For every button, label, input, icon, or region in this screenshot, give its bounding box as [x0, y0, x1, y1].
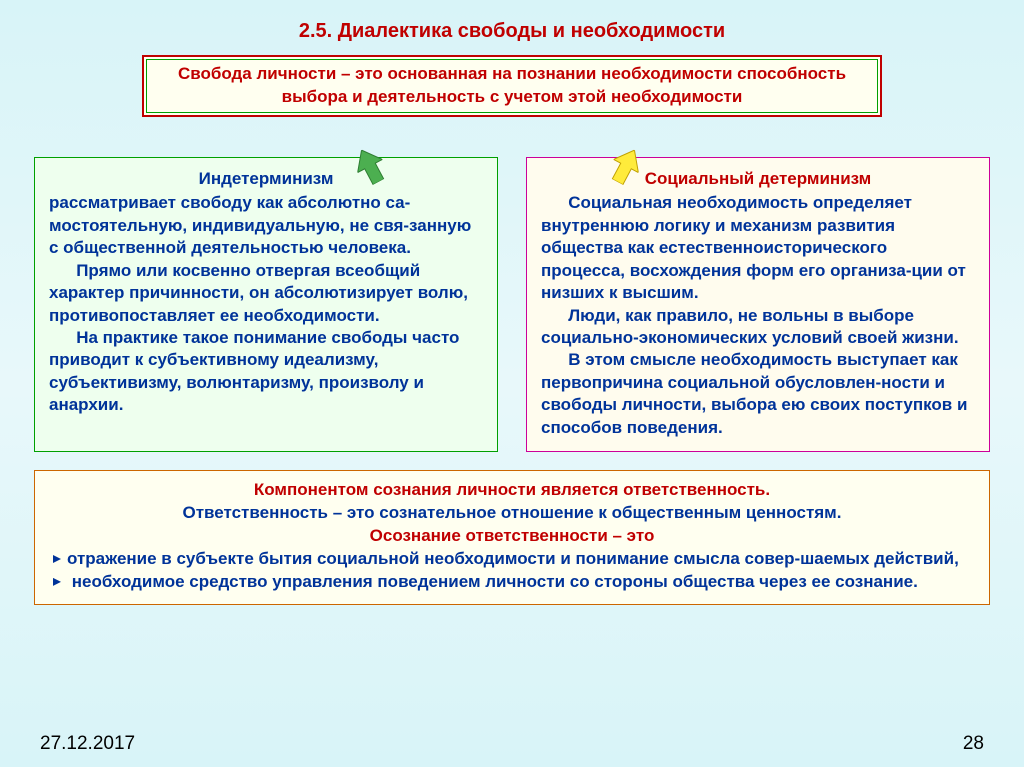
bullet-icon	[53, 555, 61, 563]
right-box-p2: Люди, как правило, не вольны в выборе со…	[541, 305, 975, 350]
bottom-bullet2-text: необходимое средство управления поведени…	[72, 572, 918, 591]
page-title: 2.5. Диалектика свободы и необходимости	[0, 0, 1024, 55]
determinism-box: Социальный детерминизм Социальная необхо…	[526, 157, 990, 452]
bottom-bullet2: необходимое средство управления поведени…	[49, 571, 975, 594]
definition-box: Свобода личности – это основанная на поз…	[142, 55, 882, 117]
indeterminism-box: Индетерминизм рассматривает свободу как …	[34, 157, 498, 452]
bottom-line1: Компонентом сознания личности является о…	[49, 479, 975, 502]
definition-text: Свобода личности – это основанная на поз…	[178, 64, 846, 106]
right-box-p1: Социальная необходимость определяет внут…	[541, 192, 975, 304]
right-box-p3: В этом смысле необходимость выступает ка…	[541, 349, 975, 439]
responsibility-box: Компонентом сознания личности является о…	[34, 470, 990, 605]
left-box-p2: Прямо или косвенно отвергая всеобщий хар…	[49, 260, 483, 327]
left-box-p1: рассматривает свободу как абсолютно са-м…	[49, 192, 483, 259]
bottom-line3: Осознание ответственности – это	[49, 525, 975, 548]
footer-date: 27.12.2017	[40, 733, 135, 755]
bottom-bullet1: отражение в субъекте бытия социальной не…	[49, 548, 975, 571]
bottom-bullet1-text: отражение в субъекте бытия социальной не…	[67, 549, 959, 568]
columns-row: Индетерминизм рассматривает свободу как …	[0, 157, 1024, 452]
left-box-title: Индетерминизм	[49, 168, 483, 190]
footer-page: 28	[963, 733, 984, 755]
title-text: 2.5. Диалектика свободы и необходимости	[299, 20, 725, 42]
bullet-icon	[53, 578, 61, 586]
footer: 27.12.2017 28	[40, 733, 984, 755]
bottom-line2: Ответственность – это сознательное отнош…	[49, 502, 975, 525]
left-box-p3: На практике такое понимание свободы част…	[49, 327, 483, 417]
